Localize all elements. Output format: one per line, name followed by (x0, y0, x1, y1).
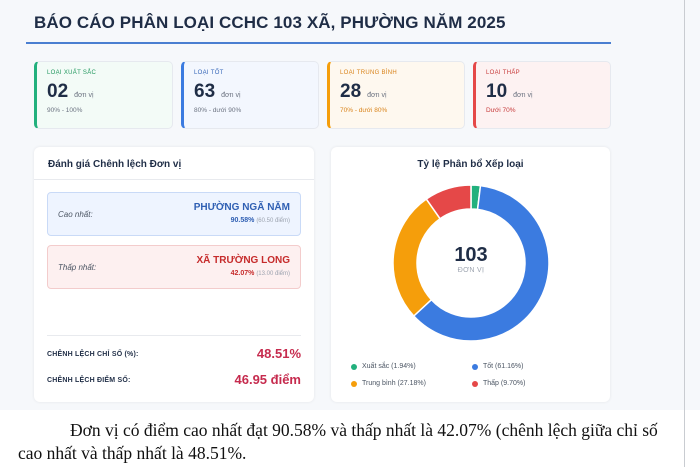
card-good-unit: đơn vị (221, 92, 241, 99)
diff-points-value: 46.95 điểm (234, 372, 302, 387)
lowest-pct: 42.07% (230, 270, 255, 277)
comparison-heading: Đánh giá Chênh lệch Đơn vị (48, 159, 182, 170)
legend-weak: Thấp (9.70%) (472, 380, 525, 387)
legend-weak-label: Thấp (9.70%) (483, 380, 526, 387)
card-excellent-range: 90% - 100% (47, 107, 83, 114)
card-average-unit: đơn vị (367, 92, 387, 99)
diff-index-value: 48.51% (256, 346, 301, 361)
legend-excellent-label: Xuất sắc (1.94%) (362, 363, 416, 370)
card-excellent: Loại xuất sắc 02 đơn vị 90% - 100% (34, 61, 173, 129)
title-underline (26, 42, 611, 44)
card-average-label: Loại trung bình (340, 70, 398, 76)
card-good-range: 80% - dưới 90% (194, 107, 242, 114)
card-weak-label: Loại thấp (486, 70, 520, 76)
legend-excellent: Xuất sắc (1.94%) (351, 363, 416, 370)
summary-paragraph: Đơn vị có điểm cao nhất đạt 90.58% và th… (18, 420, 658, 463)
legend-excellent-swatch (351, 363, 357, 370)
diff-index-label: Chênh lệch chỉ số (%): (47, 351, 139, 358)
legend-good-swatch (472, 363, 478, 370)
lowest-key: Thấp nhất: (58, 263, 97, 272)
card-weak-unit: đơn vị (513, 92, 533, 99)
highest-unit-name: PHƯỜNG NGÃ NĂM (193, 202, 290, 213)
highest-unit-box: Cao nhất: PHƯỜNG NGÃ NĂM 90.58% (60.50 đ… (47, 192, 301, 236)
card-excellent-count: 02 (47, 81, 69, 102)
distribution-heading: Tỷ lệ Phân bổ Xếp loại (417, 159, 524, 170)
card-excellent-unit: đơn vị (74, 92, 94, 99)
lowest-points: (13.00 điểm) (256, 271, 290, 277)
card-weak-count: 10 (486, 81, 508, 102)
lowest-unit-name: XÃ TRƯỜNG LONG (196, 255, 291, 266)
legend-average-label: Trung bình (27.18%) (362, 380, 426, 387)
card-good-count: 63 (194, 81, 216, 102)
card-weak-range: Dưới 70% (486, 107, 516, 114)
card-weak: Loại thấp 10 đơn vị Dưới 70% (473, 61, 611, 129)
comparison-panel: Đánh giá Chênh lệch Đơn vị Cao nhất: PHƯ… (34, 147, 314, 402)
report-title: BÁO CÁO PHÂN LOẠI CCHC 103 XÃ, PHƯỜNG NĂ… (34, 13, 506, 32)
legend-average: Trung bình (27.18%) (351, 380, 426, 387)
comparison-divider (34, 179, 314, 180)
legend-weak-swatch (472, 380, 478, 387)
card-average-count: 28 (340, 81, 362, 102)
legend-good-label: Tốt (61.16%) (483, 363, 524, 370)
slice-good (412, 184, 550, 342)
legend-good: Tốt (61.16%) (472, 363, 523, 370)
highest-pct: 90.58% (230, 217, 255, 224)
card-good-label: Loại tốt (194, 70, 224, 76)
lowest-unit-score: 42.07% (13.00 điểm) (231, 270, 290, 277)
card-good: Loại tốt 63 đơn vị 80% - dưới 90% (181, 61, 319, 129)
legend-average-swatch (351, 380, 357, 387)
card-average-range: 70% - dưới 80% (340, 107, 388, 114)
diff-index-row: Chênh lệch chỉ số (%): 48.51% (47, 346, 301, 364)
slice-weak (425, 184, 472, 220)
diff-points-row: Chênh lệch điểm số: 46.95 điểm (47, 372, 301, 390)
diff-separator (47, 335, 301, 336)
page-edge-line (684, 0, 685, 467)
card-average: Loại trung bình 28 đơn vị 70% - dưới 80% (327, 61, 465, 129)
donut-total-label: Đơn vị (457, 267, 485, 274)
distribution-donut-chart (392, 184, 550, 342)
diff-points-label: Chênh lệch điểm số: (47, 377, 131, 384)
card-excellent-label: Loại xuất sắc (47, 70, 97, 76)
donut-total: 103 (454, 244, 488, 266)
highest-points: (60.50 điểm) (256, 218, 290, 224)
highest-key: Cao nhất: (58, 210, 93, 219)
highest-unit-score: 90.58% (60.50 điểm) (231, 217, 290, 224)
distribution-panel: Tỷ lệ Phân bổ Xếp loại 103 Đơn vị Xuất s… (331, 147, 610, 402)
lowest-unit-box: Thấp nhất: XÃ TRƯỜNG LONG 42.07% (13.00 … (47, 245, 301, 289)
